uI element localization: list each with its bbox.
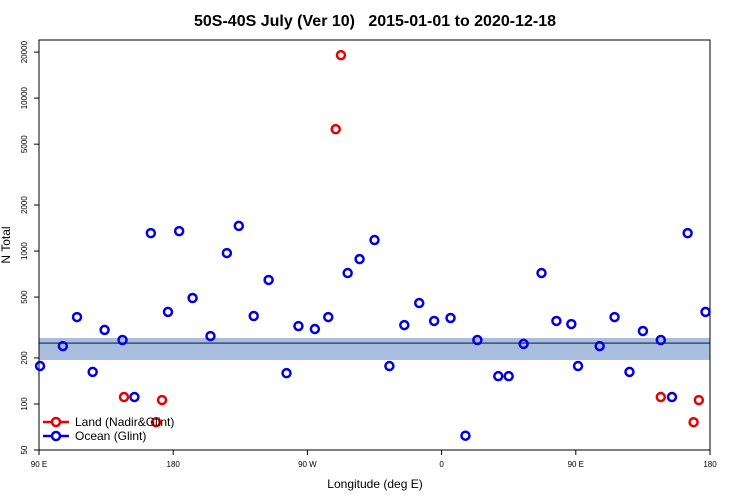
point bbox=[354, 253, 365, 265]
point bbox=[233, 220, 245, 232]
x-tick-label: 90 W bbox=[298, 460, 317, 469]
legend-label: Ocean (Glint) bbox=[75, 429, 146, 443]
y-tick-label: 10000 bbox=[20, 86, 29, 109]
point bbox=[572, 360, 584, 372]
y-tick-label: 200 bbox=[20, 351, 29, 365]
point bbox=[637, 325, 649, 337]
point bbox=[335, 49, 347, 61]
y-tick-label: 2000 bbox=[20, 196, 29, 214]
point bbox=[187, 292, 198, 304]
point bbox=[700, 306, 711, 318]
point bbox=[413, 297, 425, 309]
point bbox=[57, 340, 69, 352]
point bbox=[655, 391, 667, 403]
point bbox=[117, 334, 128, 346]
point bbox=[205, 330, 216, 342]
y-tick-label: 20000 bbox=[20, 40, 29, 63]
point bbox=[518, 338, 529, 350]
y-tick-label: 5000 bbox=[20, 135, 29, 153]
point bbox=[493, 370, 504, 382]
x-tick-label: 90 E bbox=[568, 460, 584, 469]
point bbox=[309, 323, 321, 335]
point bbox=[34, 360, 46, 372]
point bbox=[536, 267, 547, 279]
point bbox=[655, 334, 667, 346]
point bbox=[682, 227, 693, 239]
point bbox=[594, 340, 605, 352]
point bbox=[342, 267, 353, 279]
point bbox=[281, 367, 292, 379]
point bbox=[263, 274, 274, 286]
point bbox=[330, 123, 341, 135]
point bbox=[472, 334, 483, 346]
point bbox=[173, 225, 185, 237]
point bbox=[399, 319, 410, 331]
point bbox=[445, 312, 456, 324]
y-tick-label: 1000 bbox=[20, 242, 29, 260]
point bbox=[248, 310, 259, 322]
point bbox=[129, 391, 140, 403]
reference-band bbox=[39, 338, 710, 360]
x-axis-label: Longitude (deg E) bbox=[327, 477, 422, 491]
point bbox=[293, 320, 304, 332]
x-tick-label: 180 bbox=[703, 460, 717, 469]
x-tick-label: 0 bbox=[439, 460, 444, 469]
legend-marker bbox=[50, 416, 62, 428]
point bbox=[624, 366, 635, 378]
y-axis-label: N Total bbox=[0, 226, 13, 263]
point bbox=[71, 311, 83, 323]
point bbox=[428, 315, 440, 327]
point bbox=[693, 394, 705, 406]
point bbox=[162, 306, 174, 318]
point bbox=[118, 391, 130, 403]
point bbox=[150, 416, 162, 428]
point bbox=[323, 311, 334, 323]
y-tick-label: 50 bbox=[20, 445, 29, 454]
point bbox=[87, 366, 98, 378]
point bbox=[221, 247, 233, 259]
legend-marker bbox=[50, 430, 62, 442]
point bbox=[609, 311, 620, 323]
point bbox=[666, 391, 678, 403]
point bbox=[369, 234, 380, 246]
x-tick-label: 90 E bbox=[31, 460, 47, 469]
y-tick-label: 500 bbox=[20, 290, 29, 304]
plot-frame bbox=[38, 39, 711, 451]
point bbox=[99, 324, 110, 336]
y-tick-label: 100 bbox=[20, 397, 29, 411]
point bbox=[688, 416, 699, 428]
point bbox=[566, 318, 577, 330]
point bbox=[460, 430, 471, 441]
point bbox=[503, 370, 514, 382]
legend-label: Land (Nadir&Glint) bbox=[75, 415, 174, 429]
point bbox=[156, 394, 168, 406]
point bbox=[551, 315, 562, 327]
point bbox=[145, 227, 157, 239]
chart-title: 50S-40S July (Ver 10) 2015-01-01 to 2020… bbox=[194, 13, 556, 30]
x-tick-label: 180 bbox=[167, 460, 181, 469]
point bbox=[384, 360, 395, 372]
